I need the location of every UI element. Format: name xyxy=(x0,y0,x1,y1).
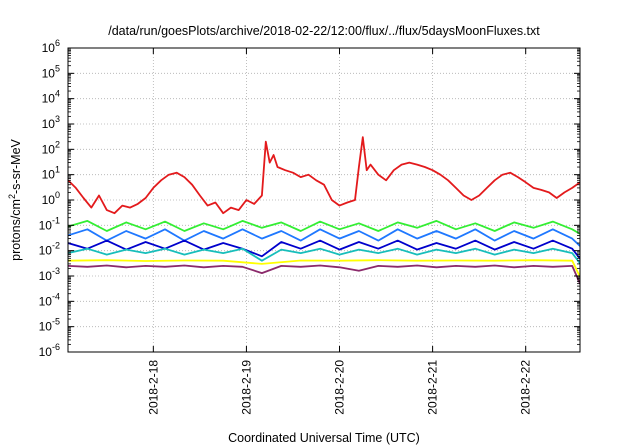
y-tick-base: 10 xyxy=(39,244,53,258)
y-tick-base: 10 xyxy=(42,41,56,55)
series-line-1 xyxy=(68,136,580,215)
y-tick-labels: 10-610-510-410-310-210-11001011021031041… xyxy=(39,38,60,359)
y-tick-label: 10-1 xyxy=(39,215,60,232)
y-tick-exp: 5 xyxy=(55,63,60,73)
y-tick-base: 10 xyxy=(42,142,56,156)
y-tick-label: 100 xyxy=(42,190,60,207)
chart-title: /data/run/goesPlots/archive/2018-02-22/1… xyxy=(108,24,540,38)
x-tick-label: 2018-2-18 xyxy=(146,360,160,415)
series-line-5 xyxy=(68,247,580,265)
y-tick-label: 103 xyxy=(42,114,60,131)
y-tick-exp: -3 xyxy=(52,266,60,276)
x-tick-label: 2018-2-22 xyxy=(519,360,533,415)
series-line-2 xyxy=(68,220,580,235)
y-axis-label-rest: -s-sr-MeV xyxy=(9,138,23,194)
axis-ticks xyxy=(68,47,580,353)
y-tick-exp: -6 xyxy=(52,342,60,352)
y-tick-exp: -5 xyxy=(52,317,60,327)
y-tick-base: 10 xyxy=(39,269,53,283)
y-axis-label-base: protons/cm xyxy=(9,199,23,261)
x-tick-label: 2018-2-20 xyxy=(333,360,347,415)
y-tick-exp: 0 xyxy=(55,190,60,200)
series-line-4 xyxy=(68,239,580,261)
y-tick-label: 105 xyxy=(42,63,60,80)
y-tick-base: 10 xyxy=(42,193,56,207)
y-tick-label: 10-3 xyxy=(39,266,60,283)
y-tick-label: 10-6 xyxy=(39,342,60,359)
series-line-6 xyxy=(68,259,580,279)
y-tick-base: 10 xyxy=(42,66,56,80)
x-tick-labels: 2018-2-18 2018-2-19 2018-2-20 2018-2-21 2018… xyxy=(146,360,532,415)
y-tick-label: 10-4 xyxy=(39,291,60,308)
y-tick-exp: -2 xyxy=(52,241,60,251)
y-axis-label: protons/cm2-s-sr-MeV xyxy=(7,138,23,260)
series-lines xyxy=(68,136,580,286)
y-tick-exp: 2 xyxy=(55,139,60,149)
y-tick-exp: 3 xyxy=(55,114,60,124)
y-tick-base: 10 xyxy=(39,320,53,334)
y-tick-label: 106 xyxy=(42,38,60,55)
y-tick-label: 10-2 xyxy=(39,241,60,258)
y-tick-label: 10-5 xyxy=(39,317,60,334)
y-tick-exp: 4 xyxy=(55,89,60,99)
x-axis-label: Coordinated Universal Time (UTC) xyxy=(228,431,420,445)
x-tick-label: 2018-2-21 xyxy=(426,360,440,415)
y-tick-exp: 6 xyxy=(55,38,60,48)
y-tick-base: 10 xyxy=(39,345,53,359)
y-tick-exp: -1 xyxy=(52,215,60,225)
y-tick-label: 101 xyxy=(42,165,60,182)
y-tick-base: 10 xyxy=(39,218,53,232)
y-tick-base: 10 xyxy=(39,294,53,308)
series-line-7 xyxy=(68,264,580,286)
y-tick-base: 10 xyxy=(42,117,56,131)
y-tick-exp: -4 xyxy=(52,291,60,301)
y-tick-base: 10 xyxy=(42,92,56,106)
x-tick-label: 2018-2-19 xyxy=(239,360,253,415)
y-tick-label: 104 xyxy=(42,89,60,106)
y-tick-base: 10 xyxy=(42,168,56,182)
y-axis-label-sup: 2 xyxy=(7,194,17,199)
series-line-3 xyxy=(68,228,580,248)
y-tick-exp: 1 xyxy=(55,165,60,175)
y-tick-label: 102 xyxy=(42,139,60,156)
